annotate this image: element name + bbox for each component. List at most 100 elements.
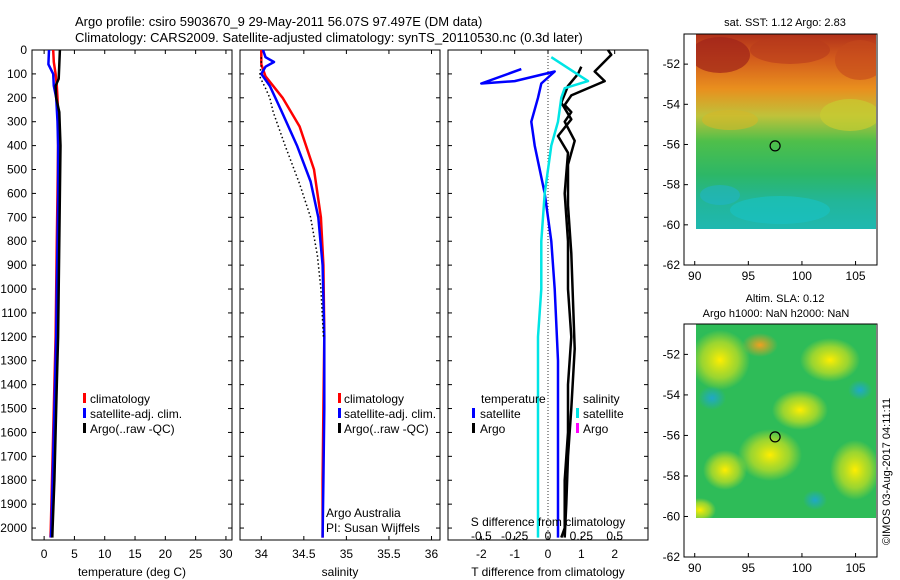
depth-tick-label: 700 [7, 210, 27, 224]
difference-s-tick-label: -0.5 [471, 529, 492, 543]
legend-label-t-argo: Argo [480, 422, 506, 436]
depth-tick-label: 800 [7, 234, 27, 248]
sla-low-patch [803, 490, 827, 510]
depth-tick-label: 1000 [0, 282, 27, 296]
legend-swatch-argo-s [338, 423, 341, 433]
difference-line-satellite [536, 56, 590, 538]
sla-map-title: Altim. SLA: 0.12 [746, 293, 825, 305]
map-lat-tick-label: -58 [663, 178, 681, 192]
salinity-tick-label: 35 [340, 547, 354, 561]
sst-map-frame [683, 33, 878, 266]
map-lat-tick-label: -60 [663, 509, 681, 523]
legend-label-s-satellite: satellite [583, 407, 624, 421]
difference-t-tick-label: 2 [611, 547, 618, 561]
legend-label-satellite-adj: satellite-adj. clim. [90, 407, 182, 421]
salinity-line-climatology [260, 50, 326, 538]
sst-yellow-patch [702, 110, 758, 130]
map-lat-tick-label: -54 [663, 97, 681, 111]
map-lon-tick-label: 100 [792, 561, 812, 575]
map-lon-tick-label: 100 [792, 269, 812, 283]
legend-swatch-satellite-adj [83, 408, 86, 418]
sla-high-patch [742, 333, 778, 357]
sst-yellow-patch [820, 99, 876, 131]
figure-title-line1: Argo profile: csiro 5903670_9 29-May-201… [75, 14, 482, 29]
difference-t-tick-label: -2 [476, 547, 487, 561]
salinity-x-ticks: 34 34.5 35 35.5 36 [255, 50, 438, 561]
depth-tick-label: 1800 [0, 473, 27, 487]
legend-label-s-argo: Argo [583, 422, 609, 436]
legend-swatch-satellite-adj-s [338, 408, 341, 418]
depth-tick-label: 1100 [1, 306, 27, 320]
legend-swatch-argo [83, 423, 86, 433]
depth-tick-label: 400 [7, 139, 27, 153]
salinity-panel-frame [239, 49, 441, 541]
legend-title-salinity: salinity [583, 392, 620, 406]
legend-label-argo: Argo(..raw -QC) [90, 422, 175, 436]
temperature-x-ticks: 0 5 10 15 20 25 30 [41, 50, 233, 561]
map-lon-tick-label: 90 [688, 561, 702, 575]
legend-title-temperature: temperature [481, 392, 546, 406]
salinity-line-satellite-adj-clim- [260, 49, 326, 538]
map-lat-tick-label: -56 [663, 428, 681, 442]
temperature-line-argo-raw-qc- [51, 49, 62, 538]
temperature-series [47, 49, 62, 538]
legend-label-argo-s: Argo(..raw -QC) [344, 422, 429, 436]
temperature-panel-frame [31, 49, 233, 541]
sst-heatmap [696, 34, 876, 229]
depth-tick-label: 300 [7, 115, 27, 129]
legend-label-t-satellite: satellite [480, 407, 521, 421]
difference-line-argo [556, 66, 583, 539]
sst-warm-patch [696, 37, 750, 73]
legend-swatch-t-satellite [472, 408, 475, 418]
sla-low-patch [848, 380, 872, 400]
legend-label-climatology: climatology [90, 392, 150, 406]
difference-series [480, 49, 613, 539]
depth-tick-label: 2000 [0, 521, 27, 535]
difference-t-tick-label: 0 [545, 547, 552, 561]
difference-legend: temperature salinity satellite Argo sate… [472, 392, 624, 436]
sst-cyan-patch [730, 196, 830, 224]
temperature-tick-label: 0 [41, 547, 48, 561]
legend-swatch-s-argo [576, 423, 579, 433]
depth-tick-label: 1600 [0, 425, 27, 439]
depth-tick-label: 900 [7, 258, 27, 272]
salinity-annotation-line1: Argo Australia [326, 506, 401, 520]
salinity-tick-label: 34.5 [292, 547, 316, 561]
depth-axis: 0 100 200 300 400 500 600 700 800 900 1000 1100 1200… [0, 43, 648, 535]
difference-s-tick-label: 0.25 [570, 529, 594, 543]
sla-map-frame [683, 323, 878, 558]
map-lat-tick-label: -58 [663, 469, 681, 483]
salinity-tick-label: 34 [255, 547, 269, 561]
map-lat-tick-label: -60 [663, 218, 681, 232]
sst-warm-patch [750, 36, 830, 64]
legend-swatch-climatology [83, 393, 86, 403]
sst-cyan-patch [700, 185, 740, 205]
sla-high-patch [772, 390, 828, 430]
sla-heatmap [696, 324, 876, 518]
difference-top-label: S difference from climatology [471, 515, 626, 529]
sla-high-patch [800, 338, 860, 382]
map-lat-tick-label: -62 [663, 258, 681, 272]
difference-t-tick-label: 1 [578, 547, 585, 561]
legend-label-climatology-s: climatology [344, 392, 404, 406]
legend-swatch-climatology-s [338, 393, 341, 403]
temperature-tick-label: 15 [128, 547, 142, 561]
map-lon-tick-label: 90 [688, 269, 702, 283]
depth-tick-label: 1900 [0, 497, 27, 511]
map-lat-tick-label: -52 [663, 347, 681, 361]
sst-float-location-marker [769, 140, 781, 152]
map-lat-tick-label: -52 [663, 57, 681, 71]
sla-map-ticks: 90 95 100 105 -52 -54 -56 -58 -60 -62 [663, 347, 866, 575]
legend-label-satellite-adj-s: satellite-adj. clim. [344, 407, 436, 421]
sla-high-patch [738, 429, 802, 481]
depth-tick-label: 600 [7, 186, 27, 200]
salinity-legend: climatology satellite-adj. clim. Argo(..… [338, 392, 436, 436]
sst-warm-patch [835, 40, 876, 80]
depth-tick-label: 100 [7, 67, 27, 81]
difference-line-satellite [480, 67, 560, 538]
temperature-line-satellite-adj-clim- [47, 49, 60, 538]
sla-high-patch [696, 330, 750, 390]
map-lat-tick-label: -54 [663, 388, 681, 402]
salinity-line-argo-raw-qc- [258, 57, 325, 337]
map-lon-tick-label: 105 [846, 561, 866, 575]
